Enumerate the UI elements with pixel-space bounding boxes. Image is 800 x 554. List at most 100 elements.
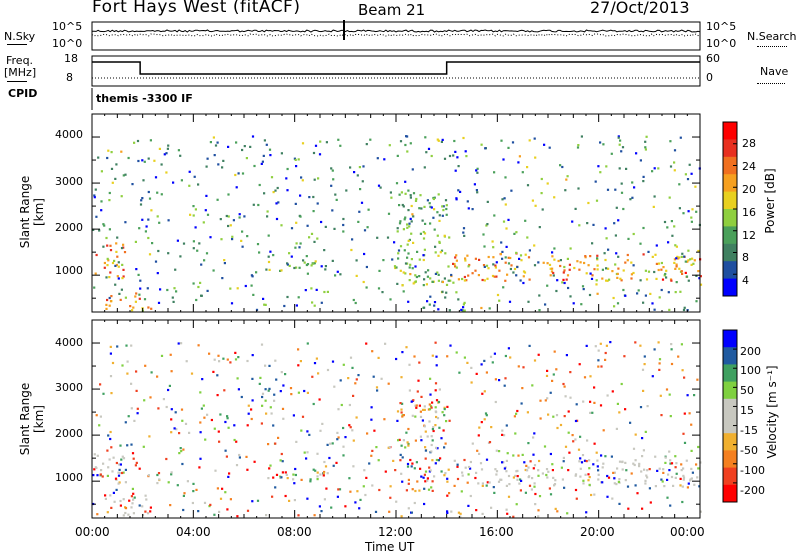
range-cell bbox=[669, 140, 672, 143]
range-cell bbox=[695, 300, 698, 303]
range-cell bbox=[580, 461, 584, 464]
range-cell bbox=[127, 156, 130, 160]
range-cell bbox=[621, 460, 624, 464]
range-cell bbox=[480, 306, 483, 310]
range-cell bbox=[324, 465, 328, 468]
range-cell bbox=[455, 254, 458, 257]
range-cell bbox=[653, 348, 656, 351]
range-cell bbox=[596, 257, 599, 260]
range-cell bbox=[533, 244, 536, 247]
range-cell bbox=[608, 278, 611, 281]
range-cell bbox=[170, 418, 173, 421]
xtick-2400: 00:00 bbox=[670, 525, 705, 539]
range-cell bbox=[205, 194, 208, 197]
range-cell bbox=[501, 257, 504, 260]
range-cell bbox=[699, 283, 703, 286]
range-cell bbox=[400, 191, 403, 194]
range-cell bbox=[495, 449, 498, 452]
range-cell bbox=[359, 188, 362, 191]
range-cell bbox=[437, 400, 441, 404]
range-cell bbox=[593, 442, 596, 445]
range-cell bbox=[526, 184, 530, 187]
range-cell bbox=[219, 413, 222, 416]
range-cell bbox=[627, 507, 630, 510]
range-cell bbox=[551, 267, 554, 270]
range-cell bbox=[212, 370, 215, 373]
range-cell bbox=[130, 407, 133, 410]
range-cell bbox=[115, 242, 118, 245]
range-cell bbox=[260, 343, 264, 346]
range-cell bbox=[645, 278, 649, 281]
range-cell bbox=[498, 269, 501, 272]
range-cell bbox=[510, 189, 513, 192]
range-cell bbox=[237, 172, 240, 175]
range-cell bbox=[174, 268, 177, 271]
range-cell bbox=[102, 245, 105, 248]
range-cell bbox=[457, 189, 460, 192]
range-cell bbox=[280, 224, 283, 227]
range-cell bbox=[388, 446, 391, 449]
range-cell bbox=[108, 296, 111, 300]
range-cell bbox=[528, 139, 531, 142]
range-cell bbox=[422, 237, 426, 240]
range-cell bbox=[555, 414, 559, 417]
range-cell bbox=[434, 462, 437, 465]
range-cell bbox=[97, 156, 100, 159]
range-cell bbox=[123, 251, 127, 254]
range-cell bbox=[549, 391, 552, 394]
range-cell bbox=[441, 290, 444, 293]
range-cell bbox=[477, 434, 480, 437]
range-cell bbox=[138, 297, 141, 300]
range-cell bbox=[189, 213, 192, 216]
range-cell bbox=[252, 293, 255, 296]
range-cell bbox=[156, 272, 159, 275]
range-cell bbox=[319, 473, 322, 476]
range-cell bbox=[237, 388, 240, 391]
range-cell bbox=[378, 488, 381, 492]
range-cell bbox=[532, 453, 535, 456]
range-cell bbox=[192, 214, 195, 217]
range-cell bbox=[430, 154, 433, 158]
range-cell bbox=[426, 199, 429, 202]
range-cell bbox=[153, 159, 156, 162]
range-cell bbox=[295, 304, 298, 307]
range-cell bbox=[272, 191, 275, 194]
range-cell bbox=[302, 259, 305, 262]
range-cell bbox=[138, 293, 141, 296]
range-cell bbox=[638, 465, 641, 468]
range-cell bbox=[616, 276, 619, 279]
range-cell bbox=[110, 295, 113, 298]
range-cell bbox=[400, 472, 403, 475]
range-cell bbox=[297, 364, 300, 367]
range-cell bbox=[458, 371, 461, 374]
range-cell bbox=[684, 271, 687, 274]
range-cell bbox=[337, 488, 340, 491]
colorbar-swatch bbox=[723, 261, 737, 280]
range-cell bbox=[682, 474, 685, 477]
range-cell bbox=[564, 445, 568, 448]
range-cell bbox=[675, 281, 678, 284]
range-cell bbox=[180, 342, 183, 345]
range-cell bbox=[512, 271, 515, 274]
range-cell bbox=[243, 215, 246, 218]
range-cell bbox=[675, 263, 678, 266]
range-cell bbox=[139, 279, 142, 282]
range-cell bbox=[401, 480, 404, 483]
range-cell bbox=[483, 265, 486, 268]
range-cell bbox=[194, 226, 197, 229]
range-cell bbox=[236, 515, 239, 518]
range-cell bbox=[397, 249, 401, 252]
range-cell bbox=[409, 142, 412, 145]
range-cell bbox=[507, 347, 510, 350]
range-cell bbox=[670, 220, 673, 223]
range-cell bbox=[697, 467, 700, 470]
range-cell bbox=[108, 228, 111, 231]
power-ytick-2000: 2000 bbox=[55, 221, 83, 234]
range-cell bbox=[157, 472, 161, 475]
range-cell bbox=[462, 303, 465, 306]
range-cell bbox=[106, 298, 109, 302]
range-cell bbox=[158, 478, 161, 481]
range-cell bbox=[119, 444, 122, 447]
range-cell bbox=[284, 471, 287, 474]
range-cell bbox=[402, 414, 405, 417]
